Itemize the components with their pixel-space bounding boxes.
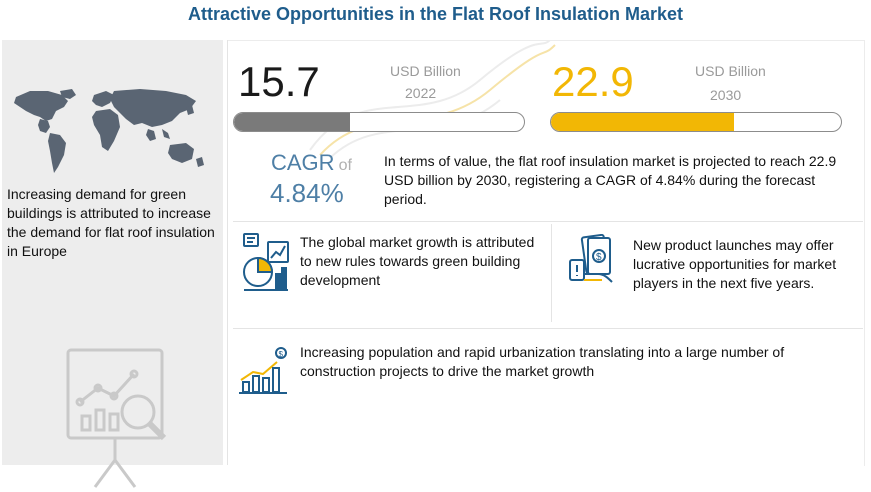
year-2022: 2022: [405, 85, 437, 101]
cagr-value: 4.84%: [270, 178, 344, 208]
insight-urban-text: Increasing population and rapid urbaniza…: [300, 344, 785, 379]
money-hand-icon: $: [569, 234, 613, 283]
horizontal-divider: [233, 328, 863, 329]
year-2030: 2030: [710, 87, 742, 103]
left-panel-text: Increasing demand for green buildings is…: [7, 186, 215, 259]
summary-text: In terms of value, the flat roof insulat…: [384, 153, 837, 207]
progress-fill-2030: [551, 113, 734, 131]
left-panel: Increasing demand for green buildings is…: [2, 40, 223, 488]
analytics-board-icon: [66, 348, 167, 488]
content-frame: [228, 40, 865, 466]
cagr-label: CAGR of: [271, 150, 352, 176]
cagr-of: of: [338, 157, 352, 174]
page-title: Attractive Opportunities in the Flat Roo…: [187, 4, 684, 24]
world-map-icon: [14, 89, 204, 173]
progress-bar-2022: [233, 112, 525, 132]
svg-text:$: $: [279, 350, 284, 359]
svg-text:$: $: [596, 252, 602, 263]
unit-2030: USD Billion: [695, 63, 766, 79]
market-value-2030: 22.9: [552, 58, 634, 105]
insight-divider: [551, 224, 552, 322]
market-value-2022: 15.7: [238, 58, 320, 105]
horizontal-divider: [233, 221, 863, 222]
cagr-label-text: CAGR: [271, 150, 335, 175]
unit-2022: USD Billion: [390, 63, 461, 79]
insight-growth-text: The global market growth is attributed t…: [300, 234, 535, 288]
insight-launch-text: New product launches may offer lucrative…: [633, 237, 837, 291]
progress-bar-2030: [550, 112, 842, 132]
rising-bars-icon: $: [239, 347, 287, 394]
growth-chart-icon: [243, 233, 289, 291]
progress-fill-2022: [234, 113, 350, 131]
vertical-divider: [227, 40, 228, 465]
